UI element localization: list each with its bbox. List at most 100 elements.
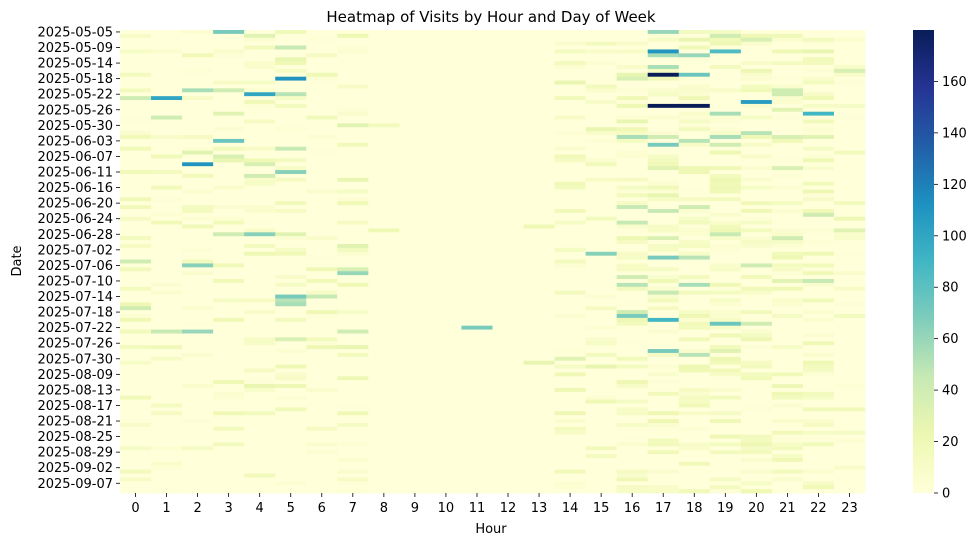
heatmap-cell — [430, 368, 462, 373]
heatmap-cell — [616, 201, 649, 206]
heatmap-cell — [120, 30, 152, 35]
heatmap-cell — [833, 419, 866, 424]
heatmap-cell — [585, 321, 618, 327]
heatmap-cell — [368, 208, 400, 214]
heatmap-cell — [523, 446, 555, 451]
heatmap-cell — [461, 131, 493, 136]
heatmap-cell — [678, 302, 711, 307]
heatmap-cell — [802, 368, 835, 373]
heatmap-cell — [585, 65, 618, 70]
heatmap-cell — [802, 426, 835, 432]
heatmap-cell — [337, 454, 369, 459]
heatmap-cell — [585, 376, 618, 381]
heatmap-cell — [585, 236, 618, 241]
heatmap-cell — [492, 177, 524, 183]
heatmap-cell — [709, 267, 742, 272]
heatmap-cell — [337, 380, 369, 385]
heatmap-cell — [678, 251, 711, 257]
heatmap-cell — [802, 450, 835, 455]
heatmap-cell — [182, 111, 214, 116]
heatmap-cell — [182, 45, 214, 50]
heatmap-cell — [368, 173, 400, 179]
heatmap-cell — [461, 465, 493, 471]
heatmap-cell — [554, 384, 587, 389]
heatmap-cell — [492, 310, 524, 315]
heatmap-cell — [275, 57, 307, 62]
heatmap-cell — [244, 341, 276, 346]
heatmap-cell — [523, 45, 555, 50]
heatmap-cell — [647, 368, 680, 373]
heatmap-cell — [368, 154, 400, 159]
heatmap-cell — [492, 395, 524, 401]
heatmap-cell — [554, 325, 587, 330]
heatmap-cell — [616, 356, 649, 362]
heatmap-cell — [709, 473, 742, 478]
heatmap-cell — [275, 454, 307, 459]
heatmap-cell — [709, 154, 742, 159]
heatmap-cell — [151, 290, 183, 295]
heatmap-cell — [120, 236, 152, 241]
heatmap-cell — [430, 177, 462, 183]
heatmap-cell — [585, 325, 618, 330]
heatmap-cell — [678, 454, 711, 459]
heatmap-cell — [523, 306, 555, 311]
heatmap-cell — [275, 189, 307, 194]
heatmap-cell — [306, 138, 338, 144]
heatmap-cell — [244, 419, 276, 424]
heatmap-cell — [244, 115, 276, 120]
heatmap-cell — [647, 290, 680, 295]
heatmap-cell — [120, 220, 152, 225]
heatmap-cell — [616, 185, 649, 190]
heatmap-cell — [182, 142, 214, 148]
heatmap-cell — [368, 368, 400, 373]
heatmap-cell — [275, 376, 307, 381]
heatmap-cell — [523, 290, 555, 295]
heatmap-cell — [802, 298, 835, 303]
heatmap-cell — [430, 212, 462, 218]
heatmap-cell — [120, 356, 152, 362]
heatmap-cell — [337, 189, 369, 194]
heatmap-cell — [709, 185, 742, 190]
heatmap-cell — [833, 100, 866, 105]
heatmap-cell — [337, 446, 369, 451]
heatmap-cell — [647, 360, 680, 365]
heatmap-cell — [709, 208, 742, 214]
heatmap-cell — [151, 481, 183, 486]
heatmap-cell — [151, 166, 183, 171]
heatmap-cell — [430, 387, 462, 393]
heatmap-cell — [399, 477, 431, 482]
heatmap-cell — [213, 360, 245, 365]
y-tick-label: 2025-08-25 — [37, 430, 113, 445]
y-axis-ticks: 2025-05-052025-05-092025-05-142025-05-18… — [37, 25, 120, 492]
heatmap-cell — [833, 37, 866, 43]
heatmap-cell — [182, 457, 214, 463]
heatmap-cell — [802, 384, 835, 389]
heatmap-cell — [802, 76, 835, 81]
heatmap-cell — [678, 341, 711, 346]
heatmap-cell — [275, 465, 307, 471]
heatmap-cell — [585, 181, 618, 187]
heatmap-cell — [151, 380, 183, 385]
heatmap-cell — [833, 341, 866, 346]
heatmap-cell — [430, 88, 462, 93]
heatmap-cell — [554, 100, 587, 105]
heatmap-cell — [213, 170, 245, 175]
y-tick-label: 2025-05-05 — [37, 25, 113, 40]
heatmap-cell — [461, 96, 493, 101]
heatmap-cell — [213, 411, 245, 416]
heatmap-cell — [771, 88, 804, 93]
heatmap-cell — [554, 387, 587, 393]
heatmap-cell — [213, 158, 245, 163]
heatmap-cell — [585, 419, 618, 424]
heatmap-cell — [120, 333, 152, 338]
heatmap-cell — [399, 92, 431, 97]
heatmap-cell — [647, 275, 680, 280]
heatmap-cell — [678, 321, 711, 327]
x-tick-label: 7 — [349, 501, 357, 516]
heatmap-cell — [523, 243, 555, 249]
heatmap-cell — [213, 333, 245, 338]
heatmap-cell — [678, 446, 711, 451]
heatmap-cell — [368, 302, 400, 307]
heatmap-cell — [399, 251, 431, 257]
heatmap-cell — [740, 158, 773, 163]
